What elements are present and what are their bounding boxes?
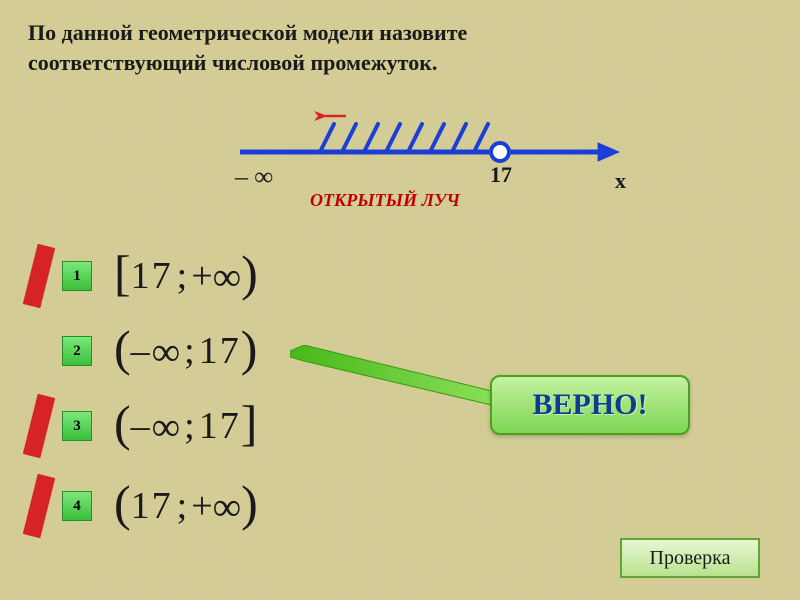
check-button-label: Проверка xyxy=(650,547,731,570)
option-interval-notation: (– ∞;17) xyxy=(114,322,257,380)
ray-type-label: ОТКРЫТЫЙ ЛУЧ xyxy=(310,190,460,211)
option-interval-notation: (17;+∞) xyxy=(114,477,258,535)
point-17-label: 17 xyxy=(490,162,512,188)
number-line-diagram: – ∞ 17 х ОТКРЫТЫЙ ЛУЧ xyxy=(220,100,640,220)
question-line-2: соответствующий числовой промежуток. xyxy=(28,50,437,75)
option-number-badge: 3 xyxy=(62,411,92,441)
correct-label: ВЕРНО! xyxy=(532,388,647,422)
option-row-2[interactable]: 2 (– ∞;17) xyxy=(30,325,257,377)
correct-badge: ВЕРНО! xyxy=(490,375,690,435)
option-row-4[interactable]: 4 (17;+∞) xyxy=(30,480,258,532)
question-line-1: По данной геометрической модели назовите xyxy=(28,20,467,45)
option-interval-notation: (– ∞;17] xyxy=(114,397,257,455)
check-button[interactable]: Проверка xyxy=(620,538,760,578)
option-interval-notation: [17;+∞) xyxy=(114,247,258,305)
option-row-1[interactable]: 1 [17;+∞) xyxy=(30,250,258,302)
question-text: По данной геометрической модели назовите… xyxy=(28,18,772,77)
option-number-badge: 1 xyxy=(62,261,92,291)
x-axis-label: х xyxy=(615,168,626,194)
option-number-badge: 4 xyxy=(62,491,92,521)
option-row-3[interactable]: 3 (– ∞;17] xyxy=(30,400,257,452)
minus-infinity-label: – ∞ xyxy=(235,162,273,192)
option-number-badge: 2 xyxy=(62,336,92,366)
